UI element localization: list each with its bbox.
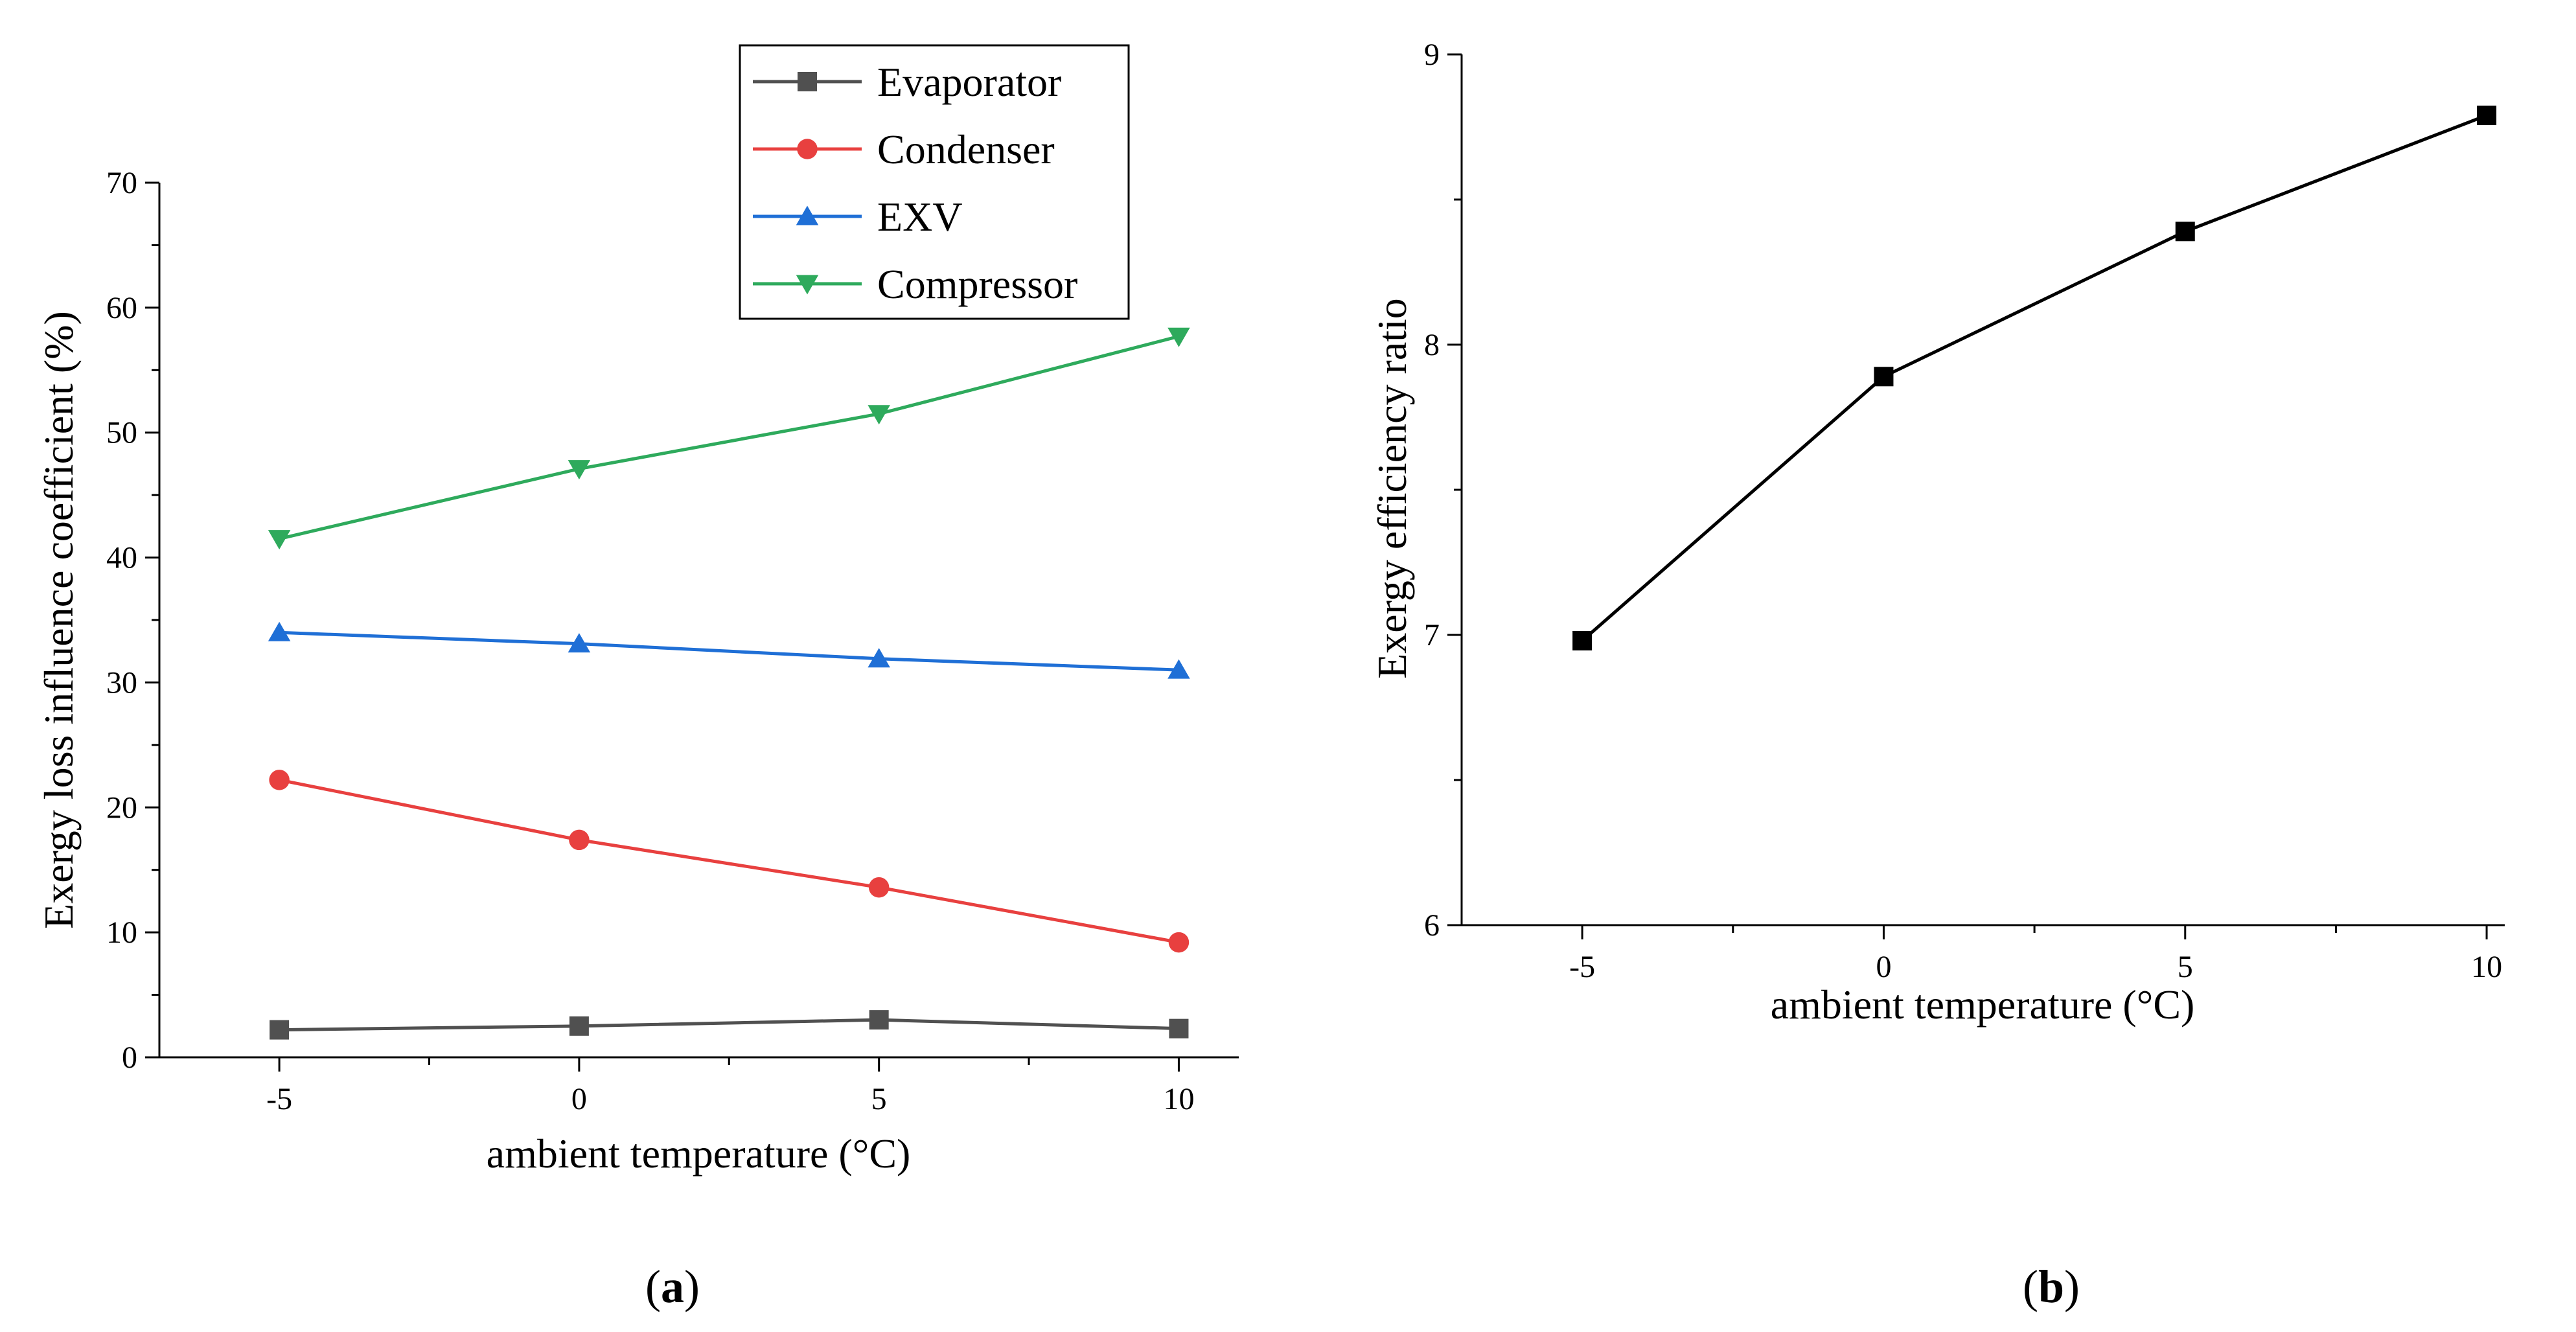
panel-a-legend: Evaporator Condenser EXV Compressor (739, 44, 1130, 320)
panel-a-x-axis-title: ambient temperature (°C) (487, 1131, 911, 1177)
data-point-exergy-efficiency-ratio (2477, 106, 2497, 126)
y-tick-label: 10 (106, 915, 137, 950)
y-tick-label: 6 (1424, 908, 1440, 943)
data-point-compressor (868, 405, 890, 425)
y-tick-label: 60 (106, 291, 137, 325)
y-tick-label: 40 (106, 541, 137, 575)
data-point-evaporator (270, 1020, 290, 1040)
legend-label-evaporator: Evaporator (877, 59, 1061, 105)
x-tick-label: -5 (266, 1082, 292, 1116)
legend-marker-exv (796, 205, 819, 225)
panel-b-caption: (b) (2023, 1261, 2080, 1313)
data-point-exergy-efficiency-ratio (1874, 367, 1894, 387)
panel-b-y-axis-title: Exergy efficiency ratio (1369, 298, 1415, 679)
series-line-evaporator (279, 1018, 1179, 1032)
data-point-compressor (568, 460, 591, 480)
data-point-exv (868, 648, 890, 668)
x-tick-label: 10 (1163, 1082, 1194, 1116)
data-point-compressor (1167, 327, 1190, 347)
panel-a-y-axis-title: Exergy loss influence coefficient (%) (36, 311, 82, 929)
y-tick-label: 50 (106, 416, 137, 450)
legend-marker-evaporator (798, 72, 817, 91)
y-tick-label: 70 (106, 166, 137, 200)
data-point-condenser (1168, 932, 1190, 953)
data-point-exergy-efficiency-ratio (2175, 222, 2195, 242)
data-point-exv (568, 633, 591, 653)
x-tick-label: 10 (2471, 950, 2502, 984)
data-point-evaporator (1169, 1018, 1189, 1039)
legend-label-compressor: Compressor (877, 261, 1077, 307)
data-point-exv (268, 621, 291, 641)
x-tick-label: 5 (2178, 950, 2193, 984)
legend-marker-compressor (796, 275, 819, 295)
series-line-exv (279, 630, 1179, 672)
panel-b-x-axis-title: ambient temperature (°C) (1771, 982, 2195, 1028)
y-tick-label: 8 (1424, 328, 1440, 362)
data-point-evaporator (569, 1016, 589, 1036)
y-tick-label: 30 (106, 665, 137, 700)
data-point-condenser (868, 877, 890, 898)
y-tick-label: 0 (122, 1040, 137, 1075)
series-line-condenser (279, 778, 1179, 945)
y-tick-label: 7 (1424, 618, 1440, 652)
y-tick-label: 20 (106, 790, 137, 825)
data-point-exergy-efficiency-ratio (1572, 630, 1593, 650)
legend-label-condenser: Condenser (877, 126, 1055, 172)
series-line-exergy-efficiency-ratio (1581, 113, 2487, 642)
data-point-condenser (269, 770, 290, 790)
data-point-exv (1167, 659, 1190, 679)
legend-marker-condenser (797, 139, 818, 159)
data-point-evaporator (869, 1010, 889, 1030)
legend-label-exv: EXV (877, 194, 963, 240)
panel-a-caption: (a) (645, 1261, 700, 1313)
data-point-condenser (569, 829, 590, 851)
data-point-compressor (268, 530, 291, 550)
x-tick-label: 0 (1876, 950, 1891, 984)
x-tick-label: 5 (871, 1082, 887, 1116)
x-tick-label: -5 (1569, 950, 1595, 984)
x-tick-label: 0 (571, 1082, 587, 1116)
panel-b-line-chart: 6 7 8 9 -5 0 5 10 ambient temperature (°C) Exe… (1369, 38, 2505, 1313)
series-line-compressor (279, 334, 1180, 541)
panel-a-line-chart: 0 10 20 30 40 50 60 70 -5 0 5 10 ambient temperatu… (36, 44, 1239, 1313)
y-tick-label: 9 (1424, 38, 1440, 72)
